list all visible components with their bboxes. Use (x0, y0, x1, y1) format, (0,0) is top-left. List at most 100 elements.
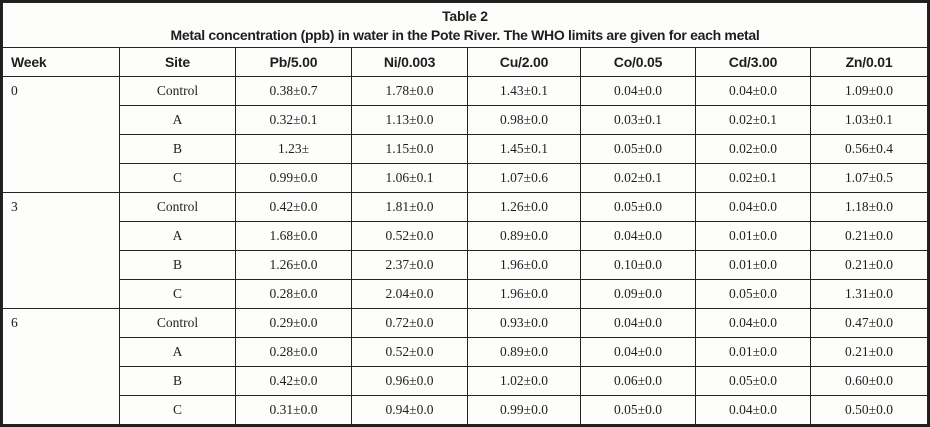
value-cell-cu: 0.99±0.0 (467, 395, 581, 425)
value-cell-zn: 0.47±0.0 (810, 308, 928, 338)
table-title-cell: Table 2 Metal concentration (ppb) in wat… (2, 2, 928, 48)
value-cell-pb: 0.29±0.0 (235, 308, 352, 338)
site-cell: C (119, 279, 236, 309)
site-cell: A (119, 221, 236, 251)
value-cell-ni: 0.94±0.0 (351, 395, 468, 425)
value-cell-co: 0.03±0.1 (580, 105, 696, 135)
site-cell: B (119, 250, 236, 280)
table-row: C 0.28±0.0 2.04±0.0 1.96±0.0 0.09±0.0 0.… (3, 279, 928, 309)
value-cell-cd: 0.04±0.0 (695, 308, 811, 338)
table-title-row: Table 2 Metal concentration (ppb) in wat… (2, 2, 928, 48)
value-cell-co: 0.02±0.1 (580, 163, 696, 193)
value-cell-cd: 0.02±0.1 (695, 163, 811, 193)
value-cell-pb: 0.42±0.0 (235, 192, 352, 222)
table-title: Table 2 (442, 7, 488, 24)
value-cell-ni: 1.06±0.1 (351, 163, 468, 193)
value-cell-zn: 0.21±0.0 (810, 337, 928, 367)
table-row: A 0.28±0.0 0.52±0.0 0.89±0.0 0.04±0.0 0.… (3, 337, 928, 367)
value-cell-cu: 1.07±0.6 (467, 163, 581, 193)
table-row: A 0.32±0.1 1.13±0.0 0.98±0.0 0.03±0.1 0.… (3, 105, 928, 135)
value-cell-zn: 0.50±0.0 (810, 395, 928, 425)
table-row: 0 Control 0.38±0.7 1.78±0.0 1.43±0.1 0.0… (2, 76, 928, 193)
week-cell: 3 (2, 192, 120, 309)
value-cell-cd: 0.05±0.0 (695, 279, 811, 309)
value-cell-cu: 1.26±0.0 (467, 192, 581, 222)
site-cell: B (119, 134, 236, 164)
value-cell-pb: 1.26±0.0 (235, 250, 352, 280)
value-cell-cu: 0.98±0.0 (467, 105, 581, 135)
table-row: B 0.42±0.0 0.96±0.0 1.02±0.0 0.06±0.0 0.… (3, 366, 928, 396)
site-cell: C (119, 163, 236, 193)
table-row: B 1.23± 1.15±0.0 1.45±0.1 0.05±0.0 0.02±… (3, 134, 928, 164)
value-cell-cd: 0.05±0.0 (695, 366, 811, 396)
value-cell-pb: 1.23± (235, 134, 352, 164)
value-cell-co: 0.06±0.0 (580, 366, 696, 396)
table-row: B 1.26±0.0 2.37±0.0 1.96±0.0 0.10±0.0 0.… (3, 250, 928, 280)
col-header-co: Co/0.05 (580, 47, 696, 77)
value-cell-ni: 1.15±0.0 (351, 134, 468, 164)
value-cell-co: 0.10±0.0 (580, 250, 696, 280)
value-cell-zn: 0.60±0.0 (810, 366, 928, 396)
value-cell-pb: 0.32±0.1 (235, 105, 352, 135)
value-cell-co: 0.05±0.0 (580, 395, 696, 425)
col-header-week: Week (2, 47, 120, 77)
value-cell-pb: 0.31±0.0 (235, 395, 352, 425)
value-cell-cd: 0.02±0.1 (695, 105, 811, 135)
site-cell: A (119, 337, 236, 367)
site-cell: A (119, 105, 236, 135)
value-cell-co: 0.05±0.0 (580, 192, 696, 222)
value-cell-ni: 1.81±0.0 (351, 192, 468, 222)
col-header-cd: Cd/3.00 (695, 47, 811, 77)
table-row: 6 Control 0.29±0.0 0.72±0.0 0.93±0.0 0.0… (2, 308, 928, 425)
value-cell-zn: 0.21±0.0 (810, 221, 928, 251)
week-3-group: 3 Control 0.42±0.0 1.81±0.0 1.26±0.0 0.0… (2, 192, 928, 309)
value-cell-ni: 0.72±0.0 (351, 308, 468, 338)
value-cell-zn: 0.56±0.4 (810, 134, 928, 164)
value-cell-zn: 1.18±0.0 (810, 192, 928, 222)
site-cell: Control (119, 76, 236, 106)
value-cell-co: 0.04±0.0 (580, 337, 696, 367)
value-cell-ni: 2.37±0.0 (351, 250, 468, 280)
value-cell-cu: 0.93±0.0 (467, 308, 581, 338)
value-cell-co: 0.04±0.0 (580, 308, 696, 338)
value-cell-pb: 0.42±0.0 (235, 366, 352, 396)
value-cell-zn: 1.09±0.0 (810, 76, 928, 106)
value-cell-pb: 0.38±0.7 (235, 76, 352, 106)
table-row: C 0.31±0.0 0.94±0.0 0.99±0.0 0.05±0.0 0.… (3, 395, 928, 425)
table-row: C 0.99±0.0 1.06±0.1 1.07±0.6 0.02±0.1 0.… (3, 163, 928, 193)
value-cell-zn: 1.03±0.1 (810, 105, 928, 135)
value-cell-cu: 1.43±0.1 (467, 76, 581, 106)
site-cell: Control (119, 192, 236, 222)
value-cell-cu: 0.89±0.0 (467, 221, 581, 251)
week-6-group: 6 Control 0.29±0.0 0.72±0.0 0.93±0.0 0.0… (2, 308, 928, 425)
value-cell-zn: 1.07±0.5 (810, 163, 928, 193)
table-subtitle: Metal concentration (ppb) in water in th… (170, 27, 760, 44)
site-cell: Control (119, 308, 236, 338)
value-cell-co: 0.05±0.0 (580, 134, 696, 164)
value-cell-ni: 0.96±0.0 (351, 366, 468, 396)
value-cell-co: 0.09±0.0 (580, 279, 696, 309)
site-cell: C (119, 395, 236, 425)
col-header-pb: Pb/5.00 (235, 47, 352, 77)
value-cell-pb: 0.28±0.0 (235, 337, 352, 367)
value-cell-ni: 0.52±0.0 (351, 337, 468, 367)
value-cell-cd: 0.01±0.0 (695, 337, 811, 367)
value-cell-cu: 1.02±0.0 (467, 366, 581, 396)
value-cell-cu: 1.45±0.1 (467, 134, 581, 164)
value-cell-cu: 1.96±0.0 (467, 279, 581, 309)
value-cell-ni: 2.04±0.0 (351, 279, 468, 309)
value-cell-cu: 1.96±0.0 (467, 250, 581, 280)
value-cell-cd: 0.02±0.0 (695, 134, 811, 164)
week-cell: 6 (2, 308, 120, 425)
col-header-ni: Ni/0.003 (351, 47, 468, 77)
col-header-zn: Zn/0.01 (810, 47, 928, 77)
column-header-row: Week Site Pb/5.00 Ni/0.003 Cu/2.00 Co/0.… (2, 47, 928, 77)
week-0-group: 0 Control 0.38±0.7 1.78±0.0 1.43±0.1 0.0… (2, 76, 928, 193)
value-cell-cd: 0.01±0.0 (695, 250, 811, 280)
value-cell-pb: 1.68±0.0 (235, 221, 352, 251)
site-cell: B (119, 366, 236, 396)
value-cell-cd: 0.04±0.0 (695, 395, 811, 425)
col-header-site: Site (119, 47, 236, 77)
